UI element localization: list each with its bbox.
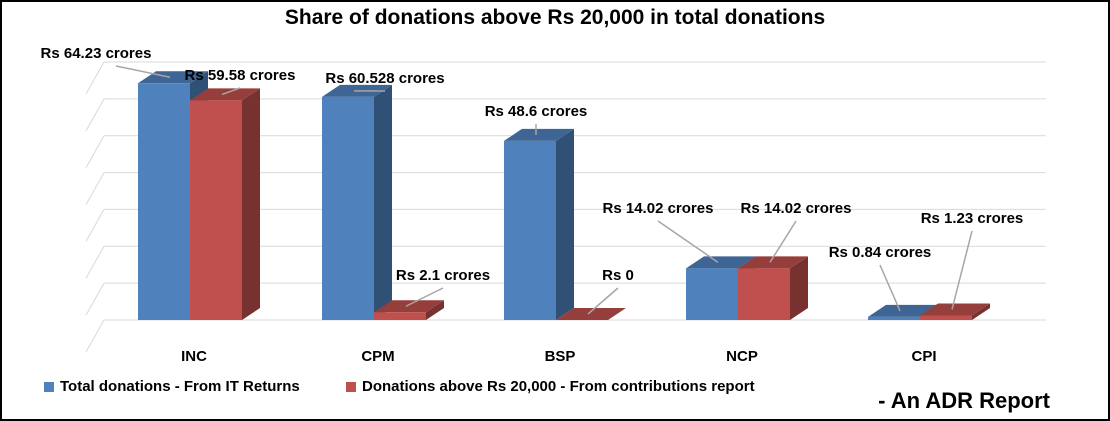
x-tick-label: NCP	[726, 348, 758, 365]
bar-ncp-total-top	[686, 256, 756, 269]
bar-ncp-above-20000-side	[790, 256, 808, 320]
gridline-depth	[85, 172, 105, 205]
x-tick-label: BSP	[545, 348, 576, 365]
data-label: Rs 14.02 crores	[741, 200, 852, 217]
leader-line	[769, 220, 797, 263]
bar-inc-above-20000-top	[190, 88, 260, 101]
bar-inc-total-front	[138, 83, 190, 320]
gridline-depth	[85, 246, 105, 279]
data-label: Rs 64.23 crores	[41, 45, 152, 62]
bar-ncp-above-20000-front	[738, 268, 790, 320]
data-label: Rs 48.6 crores	[485, 103, 588, 120]
x-tick-label: CPI	[911, 348, 936, 365]
bar-bsp-total-top	[504, 128, 574, 141]
bar-cpm-total-front	[322, 96, 374, 320]
legend-swatch-blue	[44, 381, 54, 392]
bar-inc-above-20000-front	[190, 100, 242, 320]
bar-cpi-above-20000-top	[920, 303, 990, 316]
bar-inc-above-20000-side	[242, 88, 260, 320]
x-tick-label: CPM	[361, 348, 394, 365]
data-label: Rs 59.58 crores	[185, 67, 296, 84]
data-label: Rs 1.23 crores	[921, 210, 1024, 227]
bar-cpm-above-20000	[374, 300, 444, 320]
bar-cpi-above-20000	[920, 303, 990, 320]
legend-label-donations-above-20000: Donations above Rs 20,000 - From contrib…	[362, 378, 755, 395]
bar-cpi-total-front	[868, 316, 920, 320]
leader-line	[221, 87, 241, 96]
legend-swatch-red	[346, 381, 356, 392]
gridline-depth	[85, 98, 105, 132]
bar-bsp-above-20000-top	[556, 308, 626, 320]
bar-cpm-above-20000-side	[426, 300, 444, 320]
legend-item-donations-above-20000: Donations above Rs 20,000 - From contrib…	[346, 378, 755, 395]
bar-bsp-total-side	[556, 128, 574, 320]
legend-label-total-donations: Total donations - From IT Returns	[60, 378, 300, 395]
leader-line	[115, 65, 171, 79]
bar-cpm-above-20000-front	[374, 312, 426, 320]
data-label: Rs 60.528 crores	[325, 70, 444, 87]
bar-cpi-above-20000-front	[920, 315, 972, 320]
data-label: Rs 0.84 crores	[829, 244, 932, 261]
bar-cpm-above-20000-top	[374, 300, 444, 313]
bar-bsp-total	[504, 128, 574, 320]
gridline-depth	[85, 282, 105, 316]
legend-item-total-donations: Total donations - From IT Returns	[44, 378, 300, 395]
bar-cpi-above-20000-side	[972, 303, 990, 320]
bar-ncp-total-front	[686, 268, 738, 320]
bar-ncp-above-20000	[738, 256, 808, 320]
data-label: Rs 0	[602, 267, 634, 284]
footer-note: - An ADR Report	[878, 388, 1050, 413]
bar-inc-above-20000	[190, 88, 260, 320]
bar-cpm-total-side	[374, 84, 392, 320]
bar-ncp-above-20000-top	[738, 256, 808, 269]
bar-bsp-above-20000	[556, 308, 626, 320]
x-tick-label: INC	[181, 348, 207, 365]
leader-line	[587, 287, 619, 315]
bar-bsp-total-front	[504, 140, 556, 320]
gridline-depth	[85, 61, 105, 95]
leader-line	[951, 230, 973, 310]
data-label: Rs 2.1 crores	[396, 267, 490, 284]
bar-cpm-total	[322, 84, 392, 320]
gridline-depth	[85, 319, 105, 353]
gridlines	[85, 61, 1046, 353]
leader-line	[405, 287, 444, 307]
leader-line	[657, 220, 719, 263]
gridline-depth	[85, 209, 105, 242]
data-label: Rs 14.02 crores	[603, 200, 714, 217]
leader-line	[879, 264, 901, 312]
gridline-depth	[85, 135, 105, 168]
bar-cpi-total-top	[868, 304, 938, 317]
chart-title: Share of donations above Rs 20,000 in to…	[284, 6, 826, 29]
